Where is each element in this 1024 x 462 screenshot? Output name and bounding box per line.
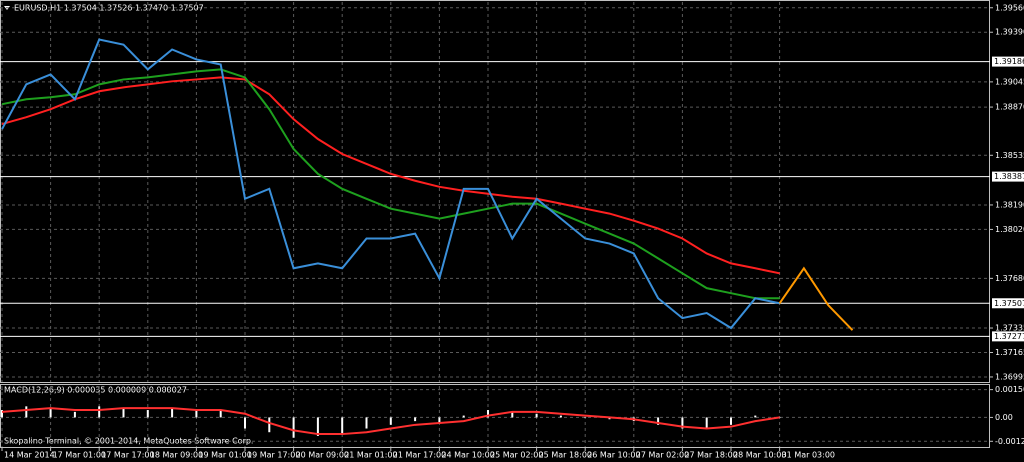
- x-tick-label: 21 Mar 01:00: [344, 451, 397, 460]
- histogram-bar: [705, 417, 708, 429]
- histogram-bar: [98, 406, 101, 418]
- series-line: [1, 68, 780, 300]
- histogram-bar: [195, 410, 198, 418]
- histogram-bar: [341, 417, 344, 435]
- level-label: 1.37507: [994, 299, 1024, 308]
- x-tick-label: 19 Mar 01:00: [198, 451, 251, 460]
- x-tick-label: 24 Mar 10:00: [441, 451, 494, 460]
- level-tag: [992, 298, 1024, 309]
- histogram-bar: [681, 417, 684, 429]
- histogram-bar: [146, 410, 149, 418]
- histogram-bar: [584, 417, 587, 418]
- histogram-bar: [657, 417, 660, 425]
- x-tick-label: 19 Mar 17:00: [247, 451, 300, 460]
- histogram-bar: [559, 415, 562, 418]
- y-tick-label: 1.37165: [995, 348, 1024, 357]
- macd-frame: [0, 384, 990, 448]
- y-tick-label: 0.00: [995, 413, 1013, 422]
- histogram-bar: [730, 417, 732, 425]
- histogram-bar: [535, 413, 538, 418]
- x-tick-label: 27 Mar 18:00: [684, 451, 737, 460]
- histogram-bar: [365, 417, 368, 429]
- histogram-bar: [25, 406, 28, 418]
- histogram-bar: [414, 417, 417, 422]
- histogram-bar: [268, 417, 271, 433]
- level-label: 1.38387: [994, 172, 1024, 181]
- level-tag: [992, 331, 1024, 342]
- main-frame: [0, 0, 990, 383]
- x-tick-label: 17 Mar 01:00: [53, 451, 106, 460]
- series-line: [1, 38, 780, 330]
- level-tag: [992, 56, 1024, 67]
- y-tick-label: 1.37680: [995, 274, 1024, 283]
- histogram-bar: [122, 408, 125, 418]
- x-tick-label: 14 Mar 2014: [4, 451, 55, 460]
- x-tick-label: 20 Mar 09:00: [296, 451, 349, 460]
- x-tick-label: 25 Mar 02:00: [490, 451, 543, 460]
- y-tick-label: 1.38870: [995, 103, 1024, 112]
- y-tick-label: 1.37335: [995, 324, 1024, 333]
- histogram-bar: [73, 411, 76, 418]
- histogram-bar: [171, 408, 174, 418]
- y-tick-label: 1.38190: [995, 200, 1024, 209]
- histogram-bar: [462, 415, 465, 418]
- histogram-bar: [244, 417, 246, 429]
- macd-title: MACD(12,26,9) 0.000035 0.000009 0.000027: [4, 386, 187, 395]
- y-tick-label: 1.38535: [995, 151, 1024, 160]
- histogram-bar: [1, 410, 3, 418]
- y-tick-label: -0.001291: [995, 437, 1024, 446]
- x-tick-label: 21 Mar 17:00: [393, 451, 446, 460]
- series-line: [1, 407, 780, 436]
- y-tick-label: 1.39045: [995, 77, 1024, 86]
- y-tick-label: 1.38020: [995, 225, 1024, 234]
- y-tick-label: 1.36995: [995, 372, 1024, 381]
- x-tick-label: 27 Mar 02:00: [636, 451, 689, 460]
- y-tick-label: 1.39560: [995, 3, 1024, 12]
- histogram-bar: [754, 415, 757, 418]
- y-tick-label: 1.39390: [995, 28, 1024, 37]
- histogram-bar: [511, 411, 514, 418]
- x-tick-label: 17 Mar 17:00: [101, 451, 154, 460]
- histogram-bar: [292, 417, 295, 438]
- x-tick-label: 31 Mar 03:00: [782, 451, 835, 460]
- histogram-bar: [438, 417, 441, 423]
- level-label: 1.39186: [994, 57, 1024, 66]
- x-tick-label: 18 Mar 09:00: [150, 451, 203, 460]
- histogram-bar: [219, 410, 222, 418]
- y-tick-label: 0.001504: [995, 385, 1024, 394]
- histogram-bar: [487, 410, 489, 418]
- series-line: [1, 76, 780, 275]
- level-label: 1.37277: [994, 332, 1024, 341]
- histogram-bar: [316, 417, 319, 436]
- x-tick-label: 28 Mar 10:00: [733, 451, 786, 460]
- x-tick-label: 25 Mar 18:00: [539, 451, 592, 460]
- x-tick-label: 26 Mar 10:00: [587, 451, 640, 460]
- histogram-bar: [389, 417, 392, 425]
- level-tag: [992, 171, 1024, 182]
- series-line: [778, 266, 854, 331]
- histogram-bar: [49, 408, 52, 418]
